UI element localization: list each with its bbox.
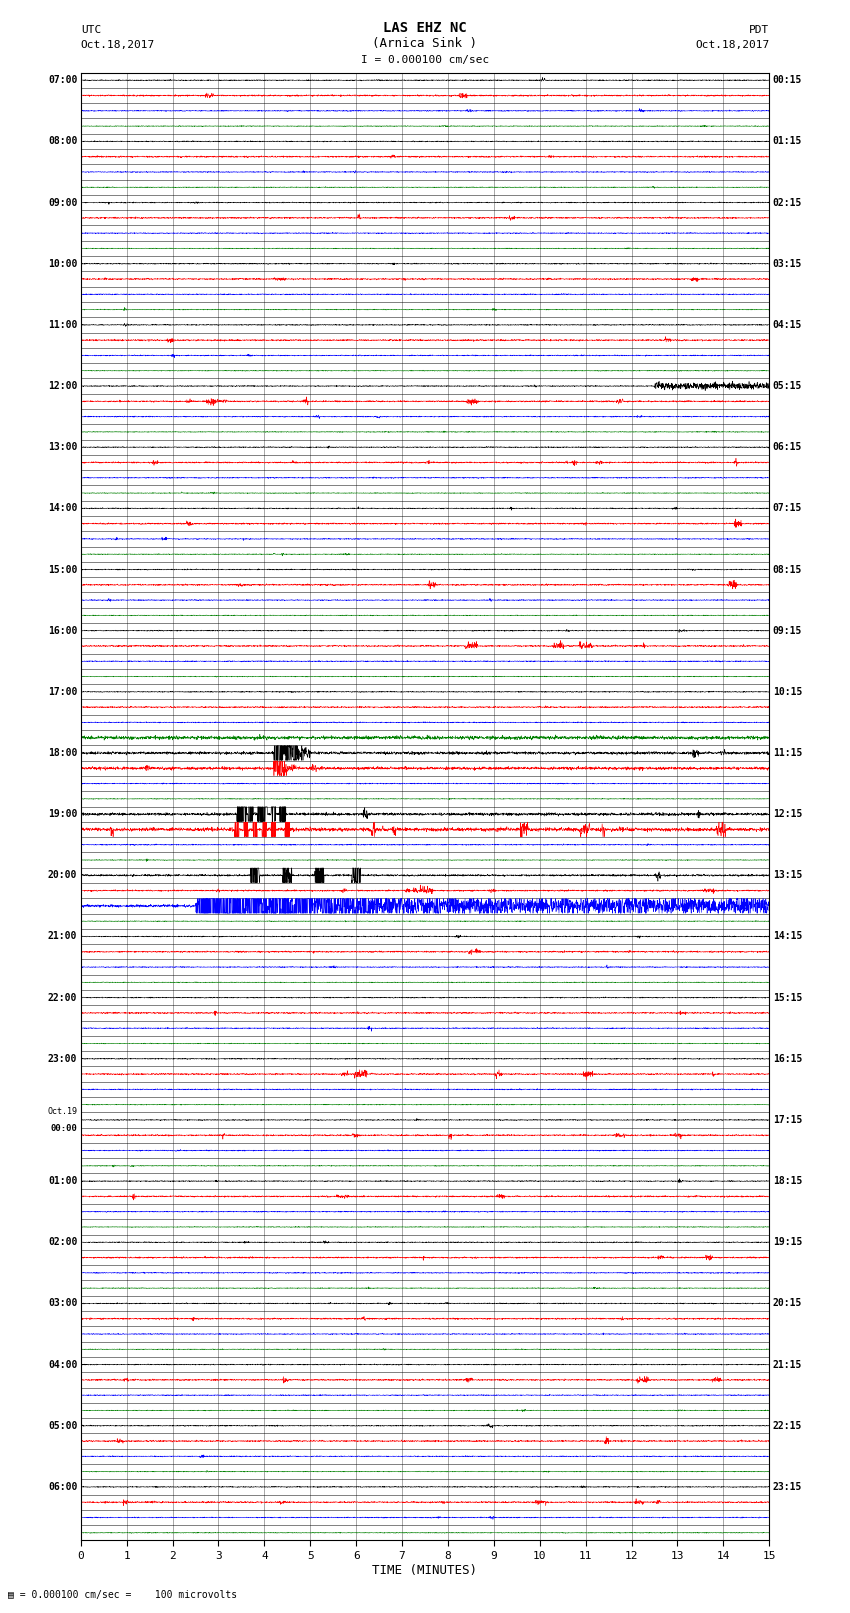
Text: 06:15: 06:15 (773, 442, 802, 452)
Text: 07:15: 07:15 (773, 503, 802, 513)
Text: 08:00: 08:00 (48, 137, 77, 147)
Text: Oct.19: Oct.19 (48, 1107, 77, 1116)
Text: 20:00: 20:00 (48, 871, 77, 881)
Text: 13:15: 13:15 (773, 871, 802, 881)
Text: 21:15: 21:15 (773, 1360, 802, 1369)
Text: 16:15: 16:15 (773, 1053, 802, 1065)
Text: UTC: UTC (81, 24, 101, 35)
Text: LAS EHZ NC: LAS EHZ NC (383, 21, 467, 35)
Text: 07:00: 07:00 (48, 76, 77, 85)
Text: Oct.18,2017: Oct.18,2017 (695, 40, 769, 50)
Text: Oct.18,2017: Oct.18,2017 (81, 40, 155, 50)
Text: 06:00: 06:00 (48, 1482, 77, 1492)
Text: 18:15: 18:15 (773, 1176, 802, 1186)
Text: (Arnica Sink ): (Arnica Sink ) (372, 37, 478, 50)
Text: 12:15: 12:15 (773, 810, 802, 819)
Text: 15:00: 15:00 (48, 565, 77, 574)
Text: 03:15: 03:15 (773, 258, 802, 269)
Text: I = 0.000100 cm/sec: I = 0.000100 cm/sec (361, 55, 489, 65)
Text: 19:00: 19:00 (48, 810, 77, 819)
Text: 14:15: 14:15 (773, 931, 802, 942)
Text: 08:15: 08:15 (773, 565, 802, 574)
Text: 17:00: 17:00 (48, 687, 77, 697)
Text: 04:00: 04:00 (48, 1360, 77, 1369)
Text: 18:00: 18:00 (48, 748, 77, 758)
Text: 01:15: 01:15 (773, 137, 802, 147)
Text: 05:00: 05:00 (48, 1421, 77, 1431)
Text: 20:15: 20:15 (773, 1298, 802, 1308)
Text: 15:15: 15:15 (773, 992, 802, 1003)
Text: 22:15: 22:15 (773, 1421, 802, 1431)
Text: 11:00: 11:00 (48, 319, 77, 331)
Text: 23:00: 23:00 (48, 1053, 77, 1065)
Text: 12:00: 12:00 (48, 381, 77, 390)
X-axis label: TIME (MINUTES): TIME (MINUTES) (372, 1563, 478, 1576)
Text: 00:15: 00:15 (773, 76, 802, 85)
Text: 09:00: 09:00 (48, 197, 77, 208)
Text: 00:00: 00:00 (50, 1124, 77, 1134)
Text: 16:00: 16:00 (48, 626, 77, 636)
Text: 02:15: 02:15 (773, 197, 802, 208)
Text: 04:15: 04:15 (773, 319, 802, 331)
Text: 11:15: 11:15 (773, 748, 802, 758)
Text: PDT: PDT (749, 24, 769, 35)
Text: 02:00: 02:00 (48, 1237, 77, 1247)
Text: 14:00: 14:00 (48, 503, 77, 513)
Text: 19:15: 19:15 (773, 1237, 802, 1247)
Text: 01:00: 01:00 (48, 1176, 77, 1186)
Text: 17:15: 17:15 (773, 1115, 802, 1124)
Text: 10:15: 10:15 (773, 687, 802, 697)
Text: 09:15: 09:15 (773, 626, 802, 636)
Text: 21:00: 21:00 (48, 931, 77, 942)
Text: 10:00: 10:00 (48, 258, 77, 269)
Text: 03:00: 03:00 (48, 1298, 77, 1308)
Text: 13:00: 13:00 (48, 442, 77, 452)
Text: 22:00: 22:00 (48, 992, 77, 1003)
Text: 05:15: 05:15 (773, 381, 802, 390)
Text: 23:15: 23:15 (773, 1482, 802, 1492)
Text: ▤ = 0.000100 cm/sec =    100 microvolts: ▤ = 0.000100 cm/sec = 100 microvolts (8, 1590, 238, 1600)
